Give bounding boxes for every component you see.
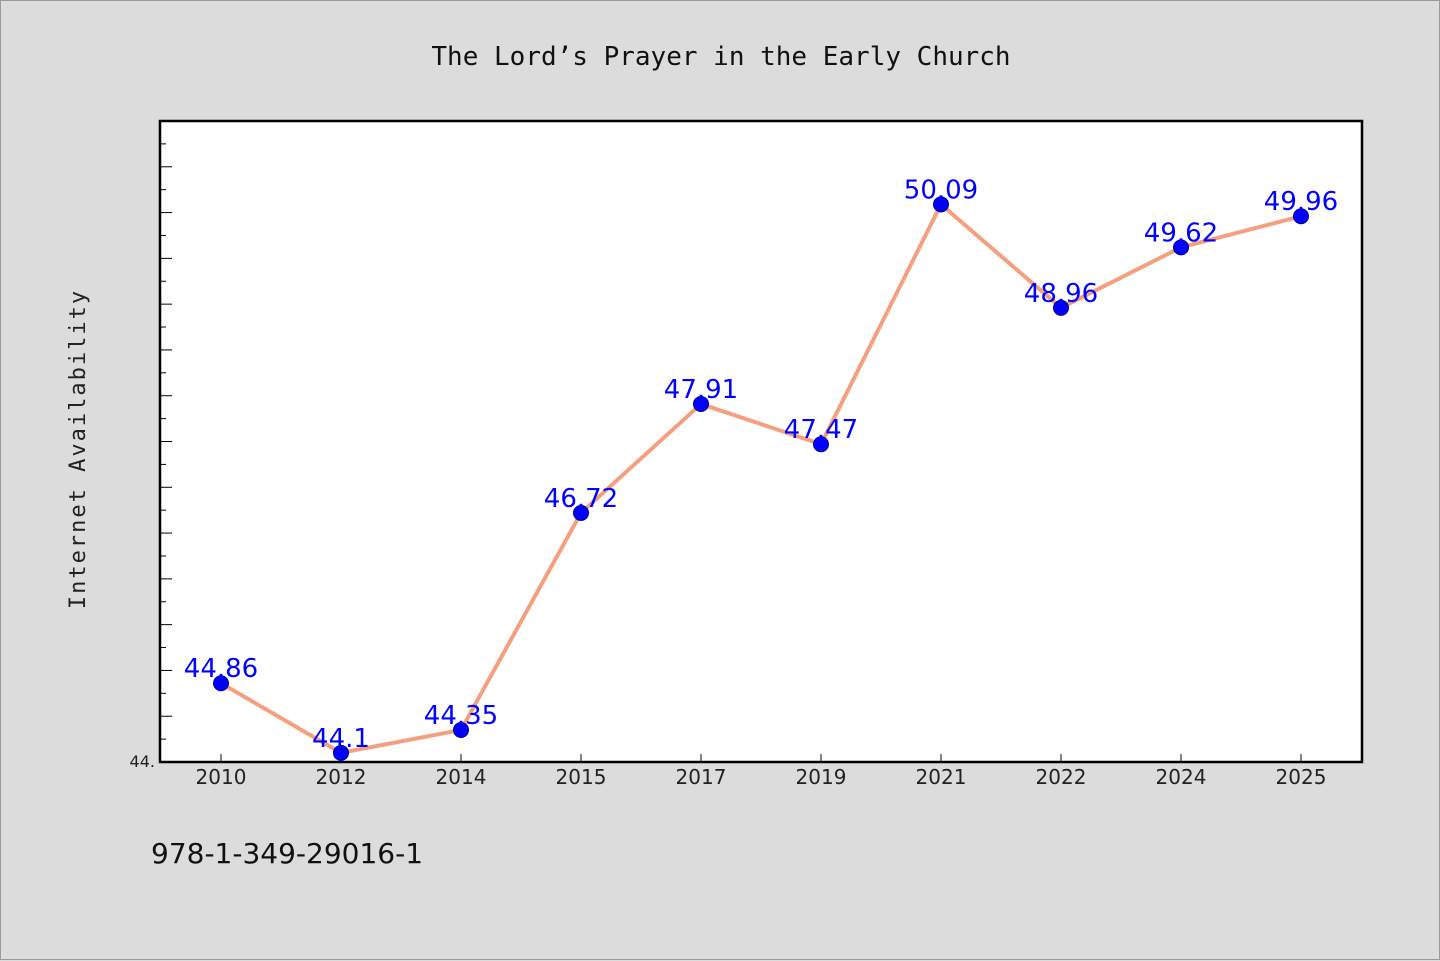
data-label: 44.86	[184, 654, 258, 684]
data-label: 49.96	[1264, 187, 1338, 217]
x-tick-label: 2022	[1036, 765, 1087, 789]
x-tick-label: 2010	[196, 765, 247, 789]
x-tick-label: 2025	[1276, 765, 1327, 789]
x-tick-label: 2017	[676, 765, 727, 789]
x-tick-label: 2014	[436, 765, 487, 789]
data-point	[213, 675, 229, 692]
data-label: 44.1	[312, 724, 370, 754]
chart-title: The Lord’s Prayer in the Early Church	[431, 42, 1010, 72]
x-tick-label: 2012	[316, 765, 367, 789]
data-label: 49.62	[1144, 218, 1218, 248]
data-label: 46.72	[544, 484, 618, 514]
data-label: 47.47	[784, 415, 858, 445]
data-label: 50.09	[904, 175, 978, 205]
series-line	[219, 202, 1302, 755]
data-point	[333, 744, 349, 761]
data-point	[693, 395, 709, 412]
data-point	[1173, 239, 1189, 256]
data-label: 44.35	[424, 701, 498, 731]
y-axis-label: Internet Availability	[66, 289, 91, 609]
data-point	[573, 504, 589, 521]
data-point	[1053, 299, 1069, 316]
data-point	[933, 196, 949, 213]
data-point	[813, 436, 829, 453]
x-tick-label: 2021	[916, 765, 967, 789]
x-tick-label: 2024	[1156, 765, 1207, 789]
series-layer: 44.86 44.1 44.35 46.72 47.91 47.47 50.09 48.96 4…	[184, 175, 1338, 761]
data-label: 48.96	[1024, 279, 1098, 309]
y-tick-label: 44.	[130, 752, 155, 771]
y-axis-ticks	[160, 120, 172, 763]
x-tick-label: 2019	[796, 765, 847, 789]
x-tick-label: 2015	[556, 765, 607, 789]
data-point	[453, 721, 469, 738]
plot-area	[158, 119, 1364, 764]
data-label: 47.91	[664, 375, 738, 405]
x-axis-ticks: 2010 2012 2014 2015 2017 2019 2021 2022 2024 2025	[196, 754, 1327, 789]
data-point	[1293, 208, 1309, 225]
footer-isbn: 978-1-349-29016-1	[151, 837, 423, 870]
